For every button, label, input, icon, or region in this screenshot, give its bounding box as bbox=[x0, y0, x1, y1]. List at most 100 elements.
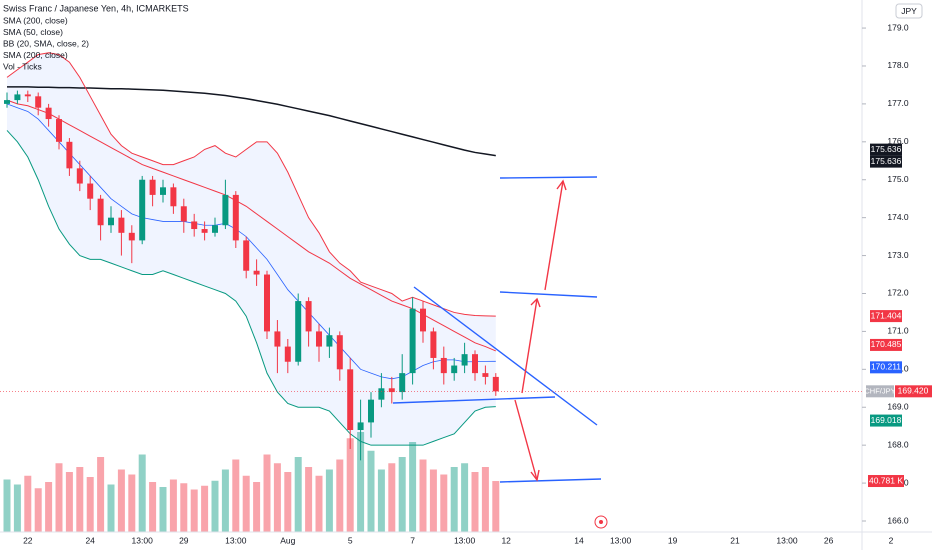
candle-body bbox=[284, 346, 291, 362]
volume-bar bbox=[450, 467, 458, 532]
volume-bar bbox=[159, 487, 167, 532]
volume-bar bbox=[419, 459, 427, 532]
volume-bar bbox=[117, 469, 125, 532]
volume-bar bbox=[284, 472, 292, 532]
candle-body bbox=[201, 229, 208, 233]
candle-body bbox=[14, 94, 21, 101]
price-tag bbox=[895, 385, 932, 398]
x-tick-label: 13:00 bbox=[454, 535, 476, 545]
volume-bar bbox=[492, 481, 500, 532]
arrow-head bbox=[530, 469, 540, 482]
volume-bar bbox=[429, 469, 437, 532]
volume-bar bbox=[315, 475, 323, 532]
indicator-line bbox=[7, 86, 496, 157]
volume-bar bbox=[440, 474, 448, 532]
volume-bar bbox=[3, 479, 11, 532]
candle-body bbox=[482, 373, 489, 377]
volume-bar bbox=[13, 484, 21, 532]
volume-bar bbox=[211, 480, 219, 532]
candle-body bbox=[461, 354, 468, 366]
candle-body bbox=[357, 422, 364, 430]
volume-bar bbox=[346, 438, 354, 532]
volume-bar bbox=[471, 472, 479, 532]
candle-body bbox=[409, 308, 416, 374]
legend-entry: SMA (200, close) bbox=[3, 50, 68, 60]
volume-bar bbox=[190, 489, 198, 532]
chart-title: Swiss Franc / Japanese Yen, 4h, ICMARKET… bbox=[3, 3, 189, 13]
volume-label: 40.781 K bbox=[869, 475, 903, 485]
volume-tag bbox=[868, 475, 904, 488]
price-label: 169.420 bbox=[898, 386, 929, 396]
candle-body bbox=[149, 179, 156, 195]
volume-bar bbox=[34, 488, 42, 532]
x-tick-label: 13:00 bbox=[225, 535, 247, 545]
arrow-head bbox=[530, 297, 541, 308]
candle-body bbox=[87, 183, 94, 199]
legend-entry: SMA (200, close) bbox=[3, 15, 68, 25]
bb-lower-tag bbox=[870, 414, 902, 427]
y-tick-label: 176.0 bbox=[887, 136, 909, 146]
currency-box[interactable] bbox=[895, 3, 923, 19]
y-tick-label: 179.0 bbox=[887, 22, 909, 32]
candle-body bbox=[492, 376, 499, 392]
currency: JPY bbox=[901, 6, 917, 16]
bb-basis-tag bbox=[870, 361, 902, 374]
candle-body bbox=[66, 141, 73, 169]
candle-body bbox=[388, 388, 395, 393]
candle-body bbox=[243, 240, 250, 271]
arrow bbox=[521, 298, 538, 394]
candle-layer bbox=[4, 90, 499, 461]
target-icon[interactable] bbox=[594, 515, 608, 529]
volume-bar bbox=[107, 484, 115, 532]
y-tick-label: 174.0 bbox=[887, 212, 909, 222]
volume-layer bbox=[3, 432, 500, 532]
candle-body bbox=[170, 187, 177, 207]
y-tick-label: 172.0 bbox=[887, 288, 909, 298]
candle-body bbox=[440, 357, 447, 374]
volume-bar bbox=[263, 454, 271, 532]
candle-body bbox=[253, 270, 260, 275]
volume-bar bbox=[367, 450, 375, 532]
candle-body bbox=[160, 187, 166, 195]
x-tick-label: 24 bbox=[85, 535, 95, 545]
volume-bar bbox=[149, 482, 157, 532]
candle-body bbox=[326, 335, 333, 347]
candle-body bbox=[56, 119, 62, 142]
y-tick-label: 175.0 bbox=[887, 174, 909, 184]
candle-body bbox=[212, 225, 218, 233]
volume-bar bbox=[45, 482, 53, 532]
symbol-label: CHF/JPY bbox=[864, 386, 895, 395]
volume-bar bbox=[201, 485, 209, 532]
volume-bar bbox=[128, 474, 136, 532]
volume-bar bbox=[253, 482, 261, 532]
volume-bar bbox=[55, 463, 63, 532]
sma200-tag bbox=[870, 155, 902, 168]
volume-bar bbox=[273, 463, 281, 532]
x-tick-label: 19 bbox=[668, 535, 678, 545]
target-line bbox=[499, 176, 598, 179]
sma200-label: 175.636 bbox=[871, 144, 902, 154]
volume-bar bbox=[325, 469, 333, 532]
candle-body bbox=[191, 221, 198, 230]
candle-body bbox=[24, 94, 31, 97]
x-tick-label: 7 bbox=[410, 535, 415, 545]
volume-bar bbox=[138, 454, 146, 532]
candle-body bbox=[128, 232, 135, 241]
candle-body bbox=[420, 308, 426, 332]
sma50-label: 170.485 bbox=[871, 339, 902, 349]
sma200-label: 175.636 bbox=[871, 156, 902, 166]
target-line bbox=[499, 478, 602, 483]
candle-body bbox=[378, 388, 385, 400]
candle-body bbox=[305, 301, 312, 332]
candle-body bbox=[76, 168, 83, 184]
legend-entry: BB (20, SMA, close, 2) bbox=[3, 38, 89, 48]
x-tick-label: 29 bbox=[179, 535, 189, 545]
x-tick-label: 26 bbox=[824, 535, 834, 545]
candle-body bbox=[295, 301, 302, 362]
volume-bar bbox=[86, 477, 94, 532]
bb-upper-tag bbox=[870, 310, 902, 323]
replay-target[interactable] bbox=[594, 515, 608, 529]
bb-upper-label: 171.404 bbox=[871, 310, 902, 320]
volume-bar bbox=[294, 457, 302, 532]
